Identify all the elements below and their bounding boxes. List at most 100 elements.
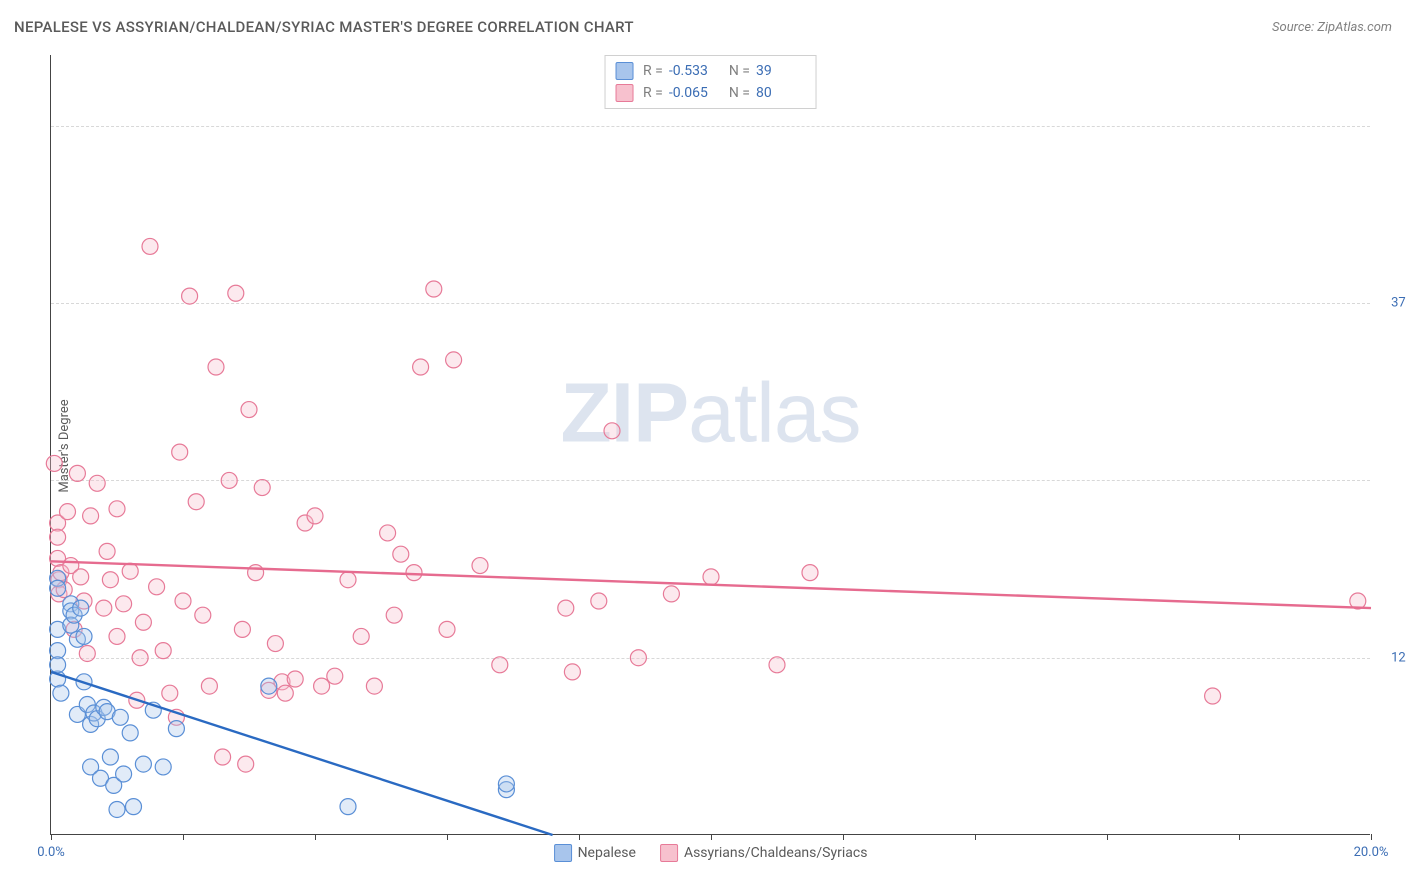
data-point xyxy=(201,678,217,694)
x-tick xyxy=(315,834,316,840)
data-point xyxy=(446,352,462,368)
x-tick xyxy=(1107,834,1108,840)
data-point xyxy=(126,799,142,815)
legend-item: Nepalese xyxy=(554,844,636,862)
stat-label-n: N = xyxy=(729,82,750,104)
x-tick xyxy=(711,834,712,840)
data-point xyxy=(50,657,66,673)
x-tick xyxy=(1371,834,1372,840)
data-point xyxy=(307,508,323,524)
stat-label-r: R = xyxy=(643,82,663,104)
data-point xyxy=(155,759,171,775)
data-point xyxy=(73,569,89,585)
data-point xyxy=(46,455,62,471)
data-point xyxy=(413,359,429,375)
data-point xyxy=(492,657,508,673)
data-point xyxy=(380,525,396,541)
data-point xyxy=(254,480,270,496)
x-tick xyxy=(843,834,844,840)
data-point xyxy=(122,563,138,579)
stat-value-n: 80 xyxy=(756,82,806,104)
stat-value-r: -0.533 xyxy=(669,60,719,82)
data-point xyxy=(50,580,66,596)
data-point xyxy=(79,645,95,661)
data-point xyxy=(238,756,254,772)
data-point xyxy=(802,565,818,581)
data-point xyxy=(168,721,184,737)
data-point xyxy=(162,685,178,701)
data-point xyxy=(314,678,330,694)
data-point xyxy=(155,643,171,659)
data-point xyxy=(277,685,293,701)
x-tick xyxy=(51,834,52,840)
data-point xyxy=(769,657,785,673)
data-point xyxy=(248,565,264,581)
data-point xyxy=(406,565,422,581)
data-point xyxy=(564,664,580,680)
y-tick-label: 12.5% xyxy=(1376,650,1406,665)
x-tick xyxy=(1239,834,1240,840)
data-point xyxy=(109,501,125,517)
data-point xyxy=(102,749,118,765)
data-point xyxy=(393,546,409,562)
x-tick xyxy=(183,834,184,840)
data-point xyxy=(116,766,132,782)
data-point xyxy=(182,288,198,304)
data-point xyxy=(69,465,85,481)
legend-label: Assyrians/Chaldeans/Syriacs xyxy=(684,845,867,861)
data-point xyxy=(53,685,69,701)
data-point xyxy=(267,636,283,652)
data-point xyxy=(426,281,442,297)
data-point xyxy=(73,600,89,616)
data-point xyxy=(109,628,125,644)
data-point xyxy=(1205,688,1221,704)
x-tick xyxy=(579,834,580,840)
data-point xyxy=(149,579,165,595)
stat-value-n: 39 xyxy=(756,60,806,82)
data-point xyxy=(353,628,369,644)
legend-item: Assyrians/Chaldeans/Syriacs xyxy=(660,844,867,862)
data-point xyxy=(208,359,224,375)
data-point xyxy=(89,475,105,491)
data-point xyxy=(195,607,211,623)
stat-label-r: R = xyxy=(643,60,663,82)
data-point xyxy=(327,668,343,684)
legend: Nepalese Assyrians/Chaldeans/Syriacs xyxy=(554,844,868,862)
x-tick xyxy=(447,834,448,840)
data-point xyxy=(135,756,151,772)
legend-swatch xyxy=(554,844,572,862)
plot-area: ZIPatlas 12.5%37.5% R =-0.533N =39R =-0.… xyxy=(50,55,1370,835)
x-tick-label: 0.0% xyxy=(37,845,65,860)
data-point xyxy=(439,621,455,637)
data-point xyxy=(366,678,382,694)
x-tick-label: 20.0% xyxy=(1354,845,1389,860)
chart-title: NEPALESE VS ASSYRIAN/CHALDEAN/SYRIAC MAS… xyxy=(14,18,634,36)
data-point xyxy=(663,586,679,602)
data-point xyxy=(498,776,514,792)
data-point xyxy=(109,801,125,817)
chart-canvas xyxy=(51,55,1370,834)
data-point xyxy=(340,799,356,815)
data-point xyxy=(122,725,138,741)
data-point xyxy=(215,749,231,765)
data-point xyxy=(116,596,132,612)
data-point xyxy=(558,600,574,616)
data-point xyxy=(591,593,607,609)
y-tick-label: 37.5% xyxy=(1376,296,1406,311)
data-point xyxy=(135,614,151,630)
stat-value-r: -0.065 xyxy=(669,82,719,104)
data-point xyxy=(604,423,620,439)
data-point xyxy=(703,569,719,585)
data-point xyxy=(241,402,257,418)
data-point xyxy=(132,650,148,666)
data-point xyxy=(99,543,115,559)
data-point xyxy=(76,628,92,644)
data-point xyxy=(142,238,158,254)
data-point xyxy=(175,593,191,609)
data-point xyxy=(50,529,66,545)
correlation-stats-box: R =-0.533N =39R =-0.065N =80 xyxy=(604,55,817,109)
source-attribution: Source: ZipAtlas.com xyxy=(1272,20,1392,35)
data-point xyxy=(261,678,277,694)
data-point xyxy=(287,671,303,687)
data-point xyxy=(172,444,188,460)
